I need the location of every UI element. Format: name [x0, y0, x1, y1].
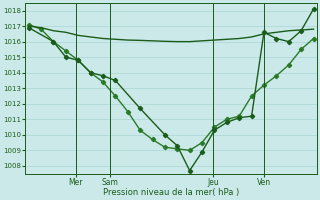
X-axis label: Pression niveau de la mer( hPa ): Pression niveau de la mer( hPa ) [103, 188, 239, 197]
